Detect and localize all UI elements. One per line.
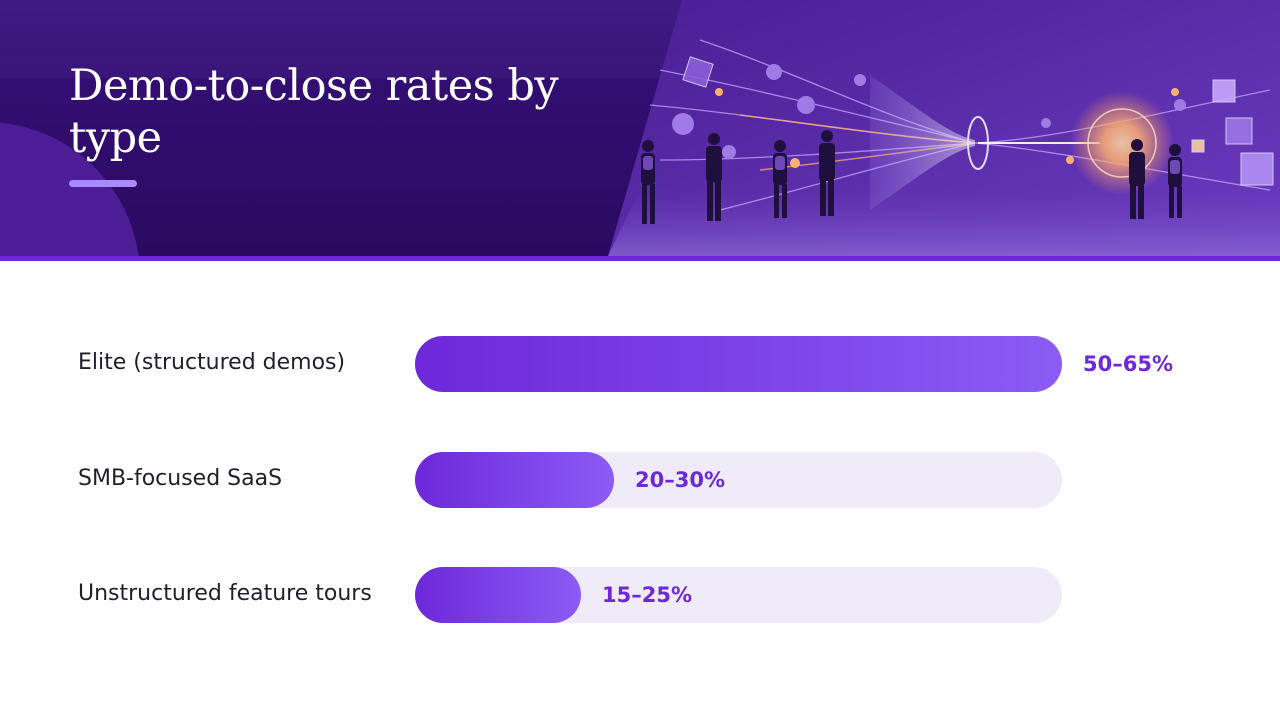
bar-track	[415, 567, 1062, 623]
bar-value-label: 50–65%	[1083, 352, 1173, 376]
bar-fill	[415, 452, 614, 508]
bar-chart: Elite (structured demos) 50–65% SMB-focu…	[0, 262, 1280, 720]
bar-fill	[415, 336, 1062, 392]
header-accent-line	[0, 256, 1280, 261]
bar-value-label: 15–25%	[602, 583, 692, 607]
bar-track	[415, 336, 1062, 392]
bar-label: Unstructured feature tours	[78, 581, 372, 606]
slide-title: Demo-to-close rates by type	[69, 61, 559, 163]
bar-fill	[415, 567, 581, 623]
bar-track	[415, 452, 1062, 508]
header-banner: Demo-to-close rates by type	[0, 0, 1280, 256]
bar-label: SMB-focused SaaS	[78, 466, 283, 491]
bar-label: Elite (structured demos)	[78, 350, 346, 375]
title-underline	[69, 180, 137, 187]
bar-value-label: 20–30%	[635, 468, 725, 492]
funnel-illustration	[608, 0, 1280, 256]
